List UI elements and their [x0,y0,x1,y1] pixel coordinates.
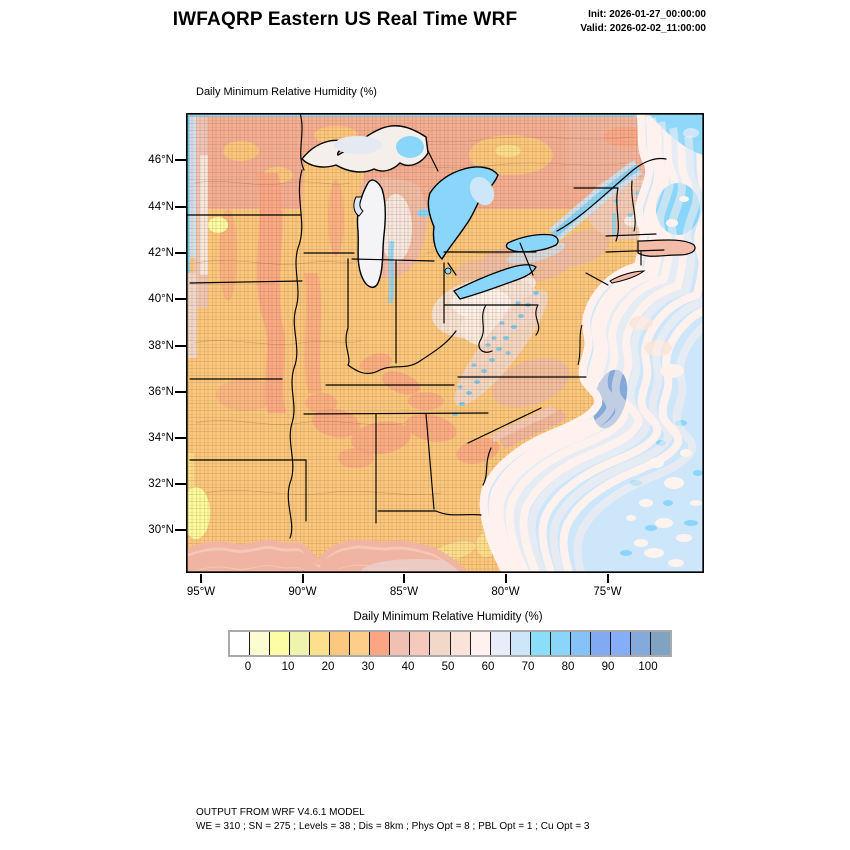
colorbar-cell [649,632,671,655]
lat-tick [175,251,186,254]
lon-tick [301,574,304,583]
lat-label: 30°N [148,523,174,536]
chesapeake-bay [577,324,583,366]
lat-tick [175,159,186,161]
colorbar-cell [369,632,390,655]
lat-label: 46°N [148,154,174,166]
colorbar-tick-label: 70 [521,661,535,673]
colorbar-tick-label: 100 [638,661,658,673]
lat-label: 36°N [148,385,174,398]
lat-label: 42°N [148,246,174,259]
lon-tick [403,574,405,583]
colorbar-cell [509,632,530,655]
colorbar-cell [429,632,450,655]
colorbar-cell [349,632,370,655]
lat-tick [175,436,186,439]
lat-tick [175,390,186,393]
colorbar-tick-label: 60 [481,661,495,673]
colorbar-cell [409,632,430,655]
lat-label: 40°N [148,293,174,305]
model-info-line2: WE = 310 ; SN = 275 ; Levels = 38 ; Dis … [196,820,590,832]
state-borders [185,112,667,539]
colorbar-cell [230,632,250,655]
long-island [609,270,646,284]
colorbar-cell [269,632,290,655]
lon-tick [200,574,202,583]
lake-superior-pale [334,136,382,154]
colorbar-tick-label: 20 [321,661,335,673]
lat-tick [175,482,186,485]
run-times: Init: 2026-01-27_00:00:00 Valid: 2026-02… [530,8,706,35]
lat-tick [175,528,186,531]
lat-tick [175,344,186,347]
cape-cod [637,239,696,257]
lon-label: 85°W [389,586,419,598]
lake-st-clair [444,267,452,275]
colorbar-cell [609,632,630,655]
colorbar-cell [309,632,330,655]
colorbar-tick-label: 40 [401,661,415,673]
lat-tick [175,298,186,300]
georgian-bay [469,176,495,206]
colorbar-tick-label: 80 [561,661,575,673]
model-info: OUTPUT FROM WRF V4.6.1 MODEL WE = 310 ; … [196,806,589,833]
lon-tick [606,574,609,583]
colorbar-cell [569,632,590,655]
map-canvas [185,112,705,574]
lat-label: 38°N [148,339,174,352]
colorbar-title: Daily Minimum Relative Humidity (%) [353,611,543,623]
page-title: IWFAQRP Eastern US Real Time WRF [172,9,518,30]
colorbar-labels: 0 10 20 30 40 50 60 70 80 90 100 [228,661,668,675]
colorbar-cell [249,632,270,655]
colorbar-cell [549,632,570,655]
valid-time: Valid: 2026-02-02_11:00:00 [580,22,706,34]
lake-erie [453,264,537,300]
lon-label: 80°W [491,586,520,598]
lat-label: 44°N [148,200,174,213]
colorbar-cell [449,632,470,655]
lake-michigan [356,179,387,288]
lon-label: 75°W [593,586,622,598]
colorbar-cell [469,632,490,655]
lat-label: 34°N [148,431,174,444]
lon-label: 95°W [186,586,216,598]
field-label: Daily Minimum Relative Humidity (%) [196,86,377,98]
colorbar-cell [289,632,310,655]
colorbar-cell [589,632,610,655]
lon-tick [504,574,507,583]
colorbar-tick-label: 10 [281,661,295,673]
map-panel [185,112,705,574]
model-info-line1: OUTPUT FROM WRF V4.6.1 MODEL [196,807,365,818]
colorbar-cell [489,632,510,655]
colorbar [228,630,672,657]
colorbar-tick-label: 30 [361,661,375,673]
lon-label: 90°W [288,586,317,598]
colorbar-tick-label: 50 [441,661,455,673]
lat-label: 32°N [148,477,174,490]
colorbar-cell [629,632,650,655]
lat-tick [175,205,186,208]
green-bay [353,196,364,217]
colorbar-tick-label: 90 [601,661,615,673]
lake-ontario [505,233,559,253]
lake-superior-east-blue [396,136,424,158]
colorbar-tick-label: 0 [244,661,252,673]
map-frame [185,112,705,574]
colorbar-cell [329,632,350,655]
colorbar-cell [389,632,410,655]
colorbar-cell [529,632,550,655]
great-lakes [301,125,559,300]
init-time: Init: 2026-01-27_00:00:00 [588,9,706,20]
